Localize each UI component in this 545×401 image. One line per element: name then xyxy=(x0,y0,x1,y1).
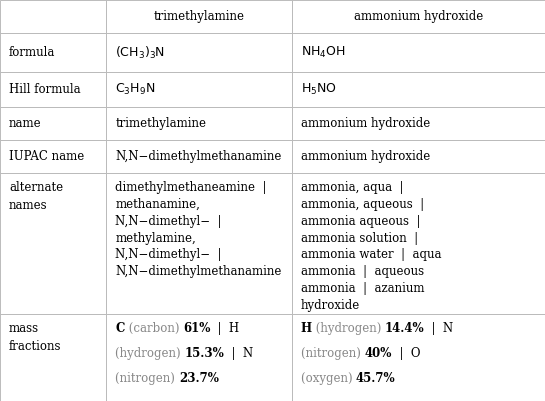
Text: $\mathregular{NH_4OH}$: $\mathregular{NH_4OH}$ xyxy=(301,45,346,60)
Bar xyxy=(0,0,106,33)
Text: |  N: | N xyxy=(425,322,453,335)
Text: H: H xyxy=(301,322,312,335)
Text: 61%: 61% xyxy=(183,322,210,335)
Text: ammonium hydroxide: ammonium hydroxide xyxy=(301,150,430,163)
Text: |  H: | H xyxy=(210,322,239,335)
Text: (carbon): (carbon) xyxy=(125,322,183,335)
Bar xyxy=(106,33,292,72)
Text: $\mathregular{(CH_3)_3N}$: $\mathregular{(CH_3)_3N}$ xyxy=(116,45,165,61)
Text: (hydrogen): (hydrogen) xyxy=(312,322,385,335)
Bar xyxy=(0,140,106,173)
Text: C: C xyxy=(116,322,125,335)
Bar xyxy=(106,72,292,107)
Bar xyxy=(0,314,106,401)
Bar xyxy=(0,72,106,107)
Text: (nitrogen): (nitrogen) xyxy=(116,372,179,385)
Text: ammonia, aqua  |
ammonia, aqueous  |
ammonia aqueous  |
ammonia solution  |
ammo: ammonia, aqua | ammonia, aqueous | ammon… xyxy=(301,181,441,312)
Text: ammonium hydroxide: ammonium hydroxide xyxy=(354,10,483,23)
Text: trimethylamine: trimethylamine xyxy=(154,10,244,23)
Bar xyxy=(106,140,292,173)
Text: dimethylmethaneamine  |
methanamine,
N,N−dimethyl−  |
methylamine,
N,N−dimethyl−: dimethylmethaneamine | methanamine, N,N−… xyxy=(116,181,282,278)
Bar xyxy=(0,107,106,140)
Text: N,N−dimethylmethanamine: N,N−dimethylmethanamine xyxy=(116,150,282,163)
Text: (oxygen): (oxygen) xyxy=(301,372,356,385)
Bar xyxy=(106,314,292,401)
Text: 40%: 40% xyxy=(364,347,391,360)
Text: 15.3%: 15.3% xyxy=(185,347,225,360)
Bar xyxy=(292,33,545,72)
Text: mass
fractions: mass fractions xyxy=(9,322,62,353)
Bar xyxy=(292,140,545,173)
Bar xyxy=(292,173,545,314)
Text: |  N: | N xyxy=(225,347,253,360)
Bar xyxy=(106,0,292,33)
Bar xyxy=(292,72,545,107)
Text: formula: formula xyxy=(9,46,56,59)
Text: 45.7%: 45.7% xyxy=(356,372,396,385)
Text: |  O: | O xyxy=(391,347,420,360)
Bar xyxy=(0,33,106,72)
Bar xyxy=(292,0,545,33)
Text: $\mathregular{H_5NO}$: $\mathregular{H_5NO}$ xyxy=(301,82,336,97)
Text: 23.7%: 23.7% xyxy=(179,372,219,385)
Text: IUPAC name: IUPAC name xyxy=(9,150,84,163)
Text: trimethylamine: trimethylamine xyxy=(116,117,206,130)
Text: (nitrogen): (nitrogen) xyxy=(301,347,364,360)
Text: Hill formula: Hill formula xyxy=(9,83,81,96)
Text: $\mathregular{C_3H_9N}$: $\mathregular{C_3H_9N}$ xyxy=(116,82,156,97)
Bar xyxy=(292,107,545,140)
Text: 14.4%: 14.4% xyxy=(385,322,425,335)
Bar xyxy=(0,173,106,314)
Text: ammonium hydroxide: ammonium hydroxide xyxy=(301,117,430,130)
Text: alternate
names: alternate names xyxy=(9,181,63,212)
Bar xyxy=(106,107,292,140)
Bar xyxy=(292,314,545,401)
Text: name: name xyxy=(9,117,41,130)
Bar xyxy=(106,173,292,314)
Text: (hydrogen): (hydrogen) xyxy=(116,347,185,360)
